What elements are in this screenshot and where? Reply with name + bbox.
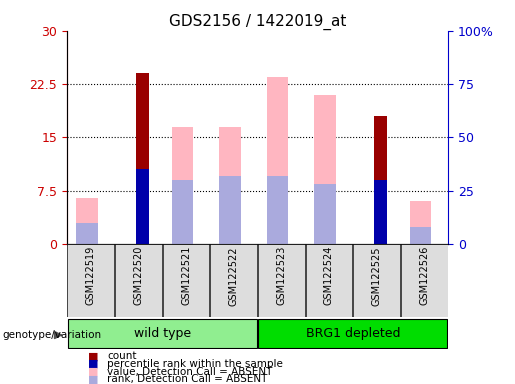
Bar bbox=[267, 77, 288, 244]
Text: ■: ■ bbox=[88, 367, 98, 377]
Text: genotype/variation: genotype/variation bbox=[3, 330, 101, 340]
Bar bbox=[219, 175, 241, 244]
Text: count: count bbox=[107, 351, 136, 361]
Text: BRG1 depleted: BRG1 depleted bbox=[305, 327, 400, 340]
Text: GSM122520: GSM122520 bbox=[133, 246, 143, 305]
Text: percentile rank within the sample: percentile rank within the sample bbox=[107, 359, 283, 369]
Bar bbox=[76, 223, 98, 244]
Bar bbox=[135, 169, 149, 244]
Bar bbox=[258, 244, 305, 317]
Text: GSM122523: GSM122523 bbox=[277, 246, 286, 305]
Bar bbox=[353, 244, 400, 317]
Text: ■: ■ bbox=[88, 359, 98, 369]
Text: GSM122519: GSM122519 bbox=[86, 246, 96, 305]
Text: GSM122521: GSM122521 bbox=[181, 246, 191, 305]
Bar bbox=[315, 184, 336, 244]
Bar bbox=[67, 244, 114, 317]
Bar bbox=[219, 127, 241, 244]
Bar bbox=[171, 127, 193, 244]
Bar bbox=[267, 175, 288, 244]
Bar bbox=[374, 180, 387, 244]
Bar bbox=[374, 116, 387, 244]
Text: value, Detection Call = ABSENT: value, Detection Call = ABSENT bbox=[107, 367, 272, 377]
Bar bbox=[210, 244, 257, 317]
Text: GSM122525: GSM122525 bbox=[372, 246, 382, 306]
Text: wild type: wild type bbox=[134, 327, 191, 340]
Bar bbox=[315, 94, 336, 244]
Bar bbox=[171, 180, 193, 244]
Text: GSM122522: GSM122522 bbox=[229, 246, 238, 306]
Bar bbox=[258, 319, 448, 348]
Bar bbox=[135, 73, 149, 244]
Bar bbox=[401, 244, 448, 317]
Bar bbox=[305, 244, 352, 317]
Text: GSM122526: GSM122526 bbox=[419, 246, 429, 305]
Bar bbox=[410, 227, 431, 244]
Text: GSM122524: GSM122524 bbox=[324, 246, 334, 305]
Text: rank, Detection Call = ABSENT: rank, Detection Call = ABSENT bbox=[107, 374, 267, 384]
Text: ■: ■ bbox=[88, 374, 98, 384]
Text: GDS2156 / 1422019_at: GDS2156 / 1422019_at bbox=[169, 13, 346, 30]
Bar bbox=[115, 244, 162, 317]
Bar bbox=[410, 201, 431, 244]
Bar bbox=[76, 198, 98, 244]
Bar bbox=[163, 244, 210, 317]
Bar bbox=[67, 319, 257, 348]
Text: ■: ■ bbox=[88, 351, 98, 361]
